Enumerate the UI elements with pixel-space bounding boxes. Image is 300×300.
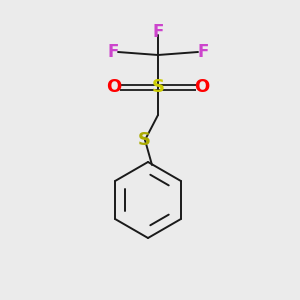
- Text: S: S: [152, 78, 164, 96]
- Text: F: F: [197, 43, 209, 61]
- Text: F: F: [152, 23, 164, 41]
- Text: S: S: [137, 131, 151, 149]
- Text: O: O: [106, 78, 122, 96]
- Text: F: F: [107, 43, 119, 61]
- Text: O: O: [194, 78, 210, 96]
